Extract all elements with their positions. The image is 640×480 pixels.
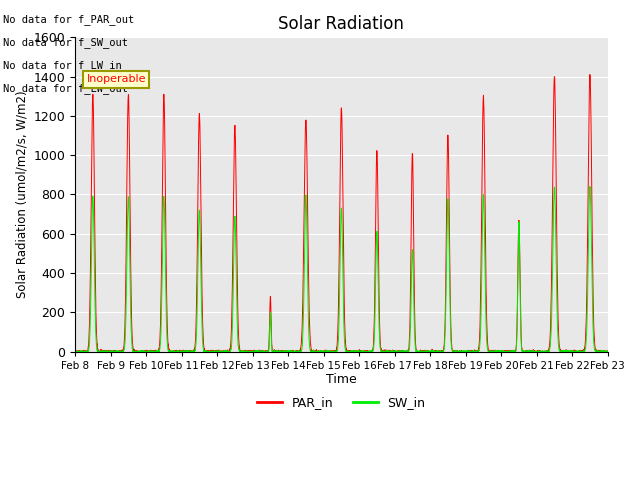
PAR_in	[431, 348, 439, 354]
SW_in	[491, 348, 499, 354]
Legend: PAR_in, SW_in: PAR_in, SW_in	[252, 391, 431, 414]
Text: Inoperable: Inoperable	[86, 74, 146, 84]
Text: No data for f_PAR_out: No data for f_PAR_out	[3, 14, 134, 25]
PAR_in	[604, 348, 611, 354]
X-axis label: Time: Time	[326, 373, 356, 386]
PAR_in	[71, 348, 79, 354]
PAR_in	[604, 348, 611, 354]
Text: No data for f_SW_out: No data for f_SW_out	[3, 37, 128, 48]
PAR_in	[461, 348, 468, 354]
Y-axis label: Solar Radiation (umol/m2/s, W/m2): Solar Radiation (umol/m2/s, W/m2)	[15, 91, 28, 298]
PAR_in	[586, 72, 594, 77]
SW_in	[586, 183, 594, 189]
PAR_in	[321, 348, 329, 354]
Title: Solar Radiation: Solar Radiation	[278, 15, 404, 33]
Line: SW_in: SW_in	[75, 186, 607, 351]
PAR_in	[72, 348, 79, 354]
SW_in	[461, 348, 468, 354]
SW_in	[167, 348, 175, 354]
SW_in	[604, 348, 611, 354]
SW_in	[321, 348, 329, 354]
Line: PAR_in: PAR_in	[75, 74, 607, 351]
Text: No data for f_LW_out: No data for f_LW_out	[3, 84, 128, 95]
Text: No data for f_LW_in: No data for f_LW_in	[3, 60, 122, 72]
SW_in	[603, 348, 611, 354]
PAR_in	[491, 348, 499, 354]
SW_in	[71, 348, 79, 354]
SW_in	[431, 348, 439, 354]
PAR_in	[167, 348, 175, 354]
